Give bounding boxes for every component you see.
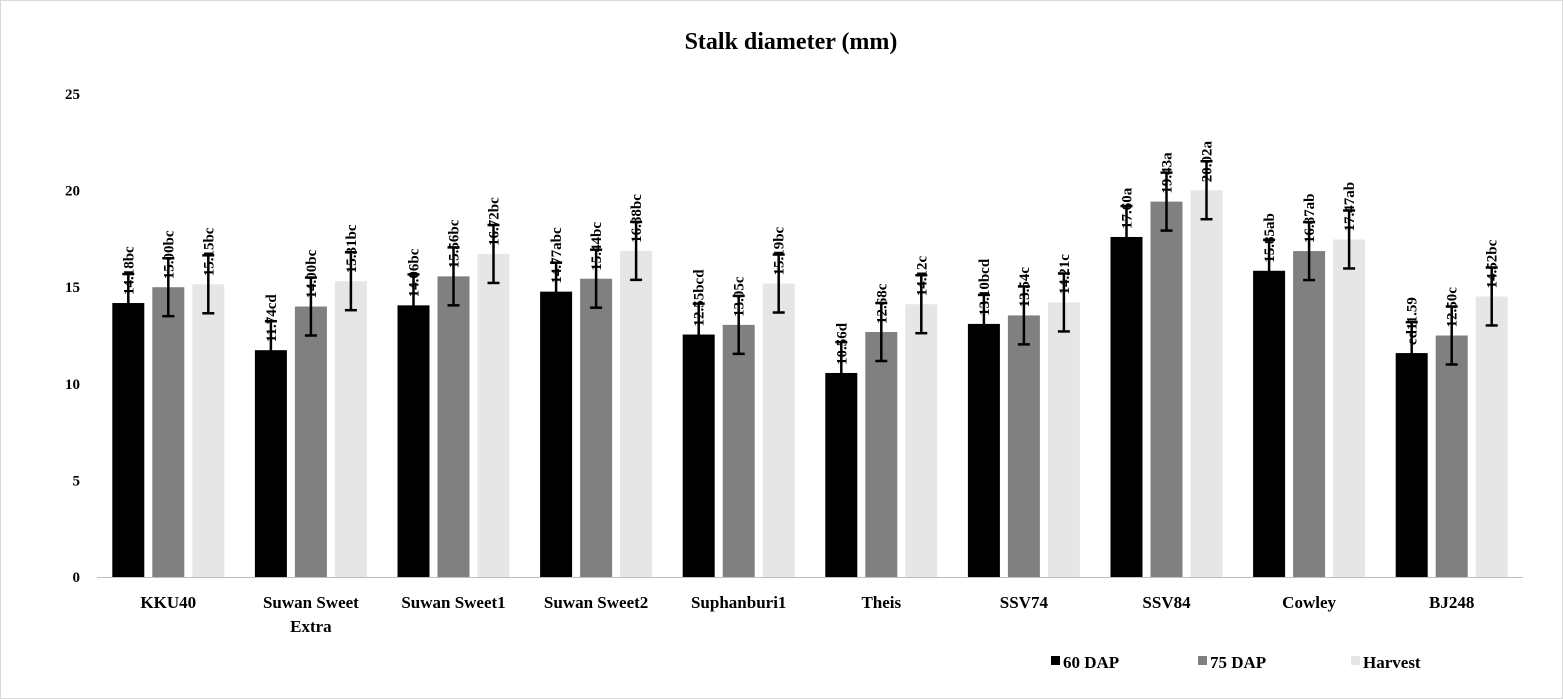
legend-label: 75 DAP	[1210, 653, 1266, 672]
data-label: 14.00bc	[304, 249, 320, 298]
bar	[1110, 236, 1143, 577]
category-label: Suwan Sweet1	[401, 593, 505, 612]
data-label: 10.56d	[834, 322, 850, 365]
data-label: 20.02a	[1200, 140, 1216, 182]
x-axis: KKU40 Suwan Sweet Extra Suwan Sweet1 Suwan S…	[97, 577, 1523, 636]
legend: 60 DAP 75 DAP Harvest	[1051, 653, 1421, 672]
category-label: SSV84	[1142, 593, 1191, 612]
data-label: 14.52bc	[1485, 239, 1501, 288]
y-tick-label: 15	[65, 280, 80, 296]
data-label: 16.72bc	[487, 197, 503, 246]
bar	[1007, 315, 1040, 577]
data-label: 13.54c	[1017, 267, 1033, 308]
data-label: 15.00bc	[161, 230, 177, 279]
bar	[722, 324, 755, 577]
data-label: 11.74cd	[264, 294, 280, 343]
data-label: 14.18bc	[121, 246, 137, 295]
data-label: 17.60a	[1120, 187, 1136, 229]
y-tick-label: 10	[65, 377, 80, 393]
category-label: Cowley	[1282, 593, 1336, 612]
legend-swatch	[1051, 656, 1060, 665]
bar	[397, 305, 430, 577]
data-label: 15.44bc	[589, 222, 605, 271]
bar	[1435, 335, 1468, 577]
bar	[1475, 296, 1508, 577]
y-tick-label: 25	[65, 87, 80, 103]
data-label: 15.56bc	[447, 219, 463, 268]
category-label: Suwan Sweet	[263, 593, 359, 612]
data-label: 12.68c	[874, 283, 890, 324]
data-label: 16.88bc	[629, 194, 645, 243]
legend-label: Harvest	[1363, 653, 1421, 672]
bar	[152, 287, 185, 577]
bar	[620, 250, 653, 577]
data-label: 14.77abc	[549, 227, 565, 284]
data-label: 17.47ab	[1342, 182, 1358, 232]
data-label: 19.43a	[1160, 152, 1176, 194]
bar	[905, 304, 938, 577]
bar	[540, 291, 573, 577]
data-label: 15.15bc	[201, 227, 217, 276]
data-label: 16.87ab	[1302, 193, 1318, 243]
data-label: 15.19bc	[772, 226, 788, 275]
legend-label: 60 DAP	[1063, 653, 1119, 672]
y-axis: 0 5 10 15 20 25	[65, 87, 80, 586]
error-bars-layer	[122, 159, 1498, 406]
data-label: 13.05c	[732, 276, 748, 317]
data-label: 14.12c	[914, 255, 930, 296]
bar	[334, 281, 367, 577]
category-label: SSV74	[1000, 593, 1049, 612]
legend-swatch	[1351, 656, 1360, 665]
bar	[865, 332, 898, 577]
bar	[967, 323, 1000, 577]
bar	[437, 276, 470, 577]
bar	[112, 303, 145, 577]
bar	[1047, 302, 1080, 577]
data-label: 13.10bcd	[977, 258, 993, 316]
data-labels-layer: 14.18bc 11.74cd 14.06bc 14.77abc 12.55bcd 10.…	[121, 140, 1500, 365]
bar	[762, 283, 795, 577]
chart-title: Stalk diameter (mm)	[685, 29, 898, 55]
bar	[1190, 190, 1223, 577]
bar	[254, 350, 287, 577]
bar	[192, 284, 225, 577]
y-tick-label: 0	[73, 570, 81, 586]
data-label: 12.55bcd	[692, 269, 708, 327]
bar	[825, 372, 858, 577]
legend-swatch	[1198, 656, 1207, 665]
category-label: BJ248	[1429, 593, 1474, 612]
y-tick-label: 20	[65, 184, 80, 200]
category-label: Suphanburi1	[691, 593, 786, 612]
data-label: 12.50c	[1445, 287, 1461, 328]
bar	[1253, 270, 1286, 577]
category-label: Suwan Sweet2	[544, 593, 648, 612]
data-label: cd11.59	[1405, 297, 1421, 345]
bar	[1293, 251, 1326, 577]
category-label: KKU40	[140, 593, 196, 612]
bar	[1395, 353, 1428, 577]
data-label: 15.85ab	[1262, 213, 1278, 263]
y-tick-label: 5	[73, 473, 81, 489]
bar	[1333, 239, 1366, 577]
data-label: 15.31bc	[344, 224, 360, 273]
bar	[1150, 201, 1183, 577]
data-label: 14.06bc	[407, 248, 423, 297]
category-label: Theis	[861, 593, 901, 612]
bar	[477, 253, 510, 577]
bar	[294, 306, 327, 577]
bar	[682, 334, 715, 577]
bar	[580, 278, 613, 577]
data-label: 14.21c	[1057, 254, 1073, 295]
bars-layer	[112, 190, 1508, 577]
category-label: Extra	[290, 617, 332, 636]
